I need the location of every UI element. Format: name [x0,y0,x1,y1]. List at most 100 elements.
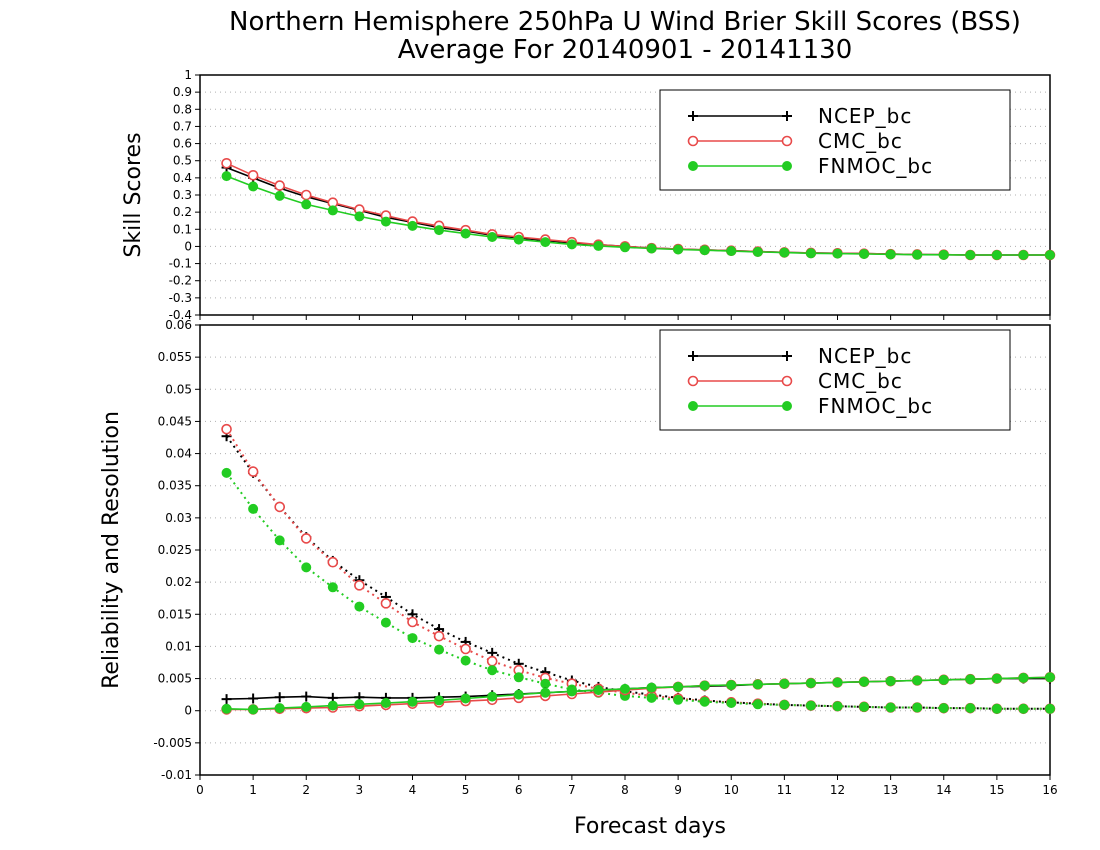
data-point [620,242,630,253]
x-tick-label: 11 [777,783,792,797]
legend-marker-end [781,135,793,147]
data-point [726,680,737,690]
data-point [593,240,604,251]
data-point [274,535,285,546]
legend-marker-end [782,351,792,361]
data-point [885,676,896,687]
y-tick-label: 0.04 [165,447,192,461]
data-point [487,665,498,676]
y-tick-label: 0.9 [173,85,192,99]
legend-entry: FNMOC_bc [688,394,933,418]
y-tick-label: -0.01 [161,768,192,782]
y-tick-label: 0.06 [165,318,192,332]
y-tick-label: 0.4 [173,171,192,185]
data-point [646,682,657,693]
x-tick-label: 12 [830,783,845,797]
data-point [1018,672,1029,683]
x-tick-label: 3 [356,783,364,797]
series-FNMOC_bc-resolution [221,672,1055,715]
data-point [380,698,391,708]
x-tick-label: 4 [409,783,417,797]
x-tick-label: 8 [621,783,629,797]
data-point [433,630,445,642]
series-line [225,435,1050,710]
data-point [327,556,339,568]
data-point [274,692,285,703]
data-point [726,698,737,708]
y-tick-label: 0.03 [165,511,192,525]
data-point [646,692,657,703]
y-tick-label: 0.8 [173,102,192,116]
data-point [327,205,338,216]
data-point [673,681,684,692]
data-point [726,246,737,257]
data-point [248,704,259,715]
data-point [274,180,285,191]
data-point [407,696,418,707]
data-point [1018,250,1029,260]
data-point [938,674,949,685]
y-axis-label: Reliability and Resolution [99,411,124,689]
plot-frame [199,324,1051,776]
x-tick-label: 13 [883,783,898,797]
data-point [434,644,445,655]
legend-label: NCEP_bc [818,344,912,368]
y-tick-label: 0.025 [158,543,192,557]
data-point [434,695,445,706]
legend-marker-start [688,351,698,361]
data-point [1018,703,1029,714]
series-FNMOC_bc [221,171,1055,260]
data-point [566,239,577,250]
x-tick-label: 15 [989,783,1004,797]
data-point [832,701,843,712]
legend-entry: FNMOC_bc [688,154,933,178]
legend-entry: NCEP_bc [688,104,911,128]
y-tick-label: 0 [184,704,192,718]
legend-label: FNMOC_bc [818,394,933,418]
data-point [274,703,285,714]
y-tick-label: 0.3 [173,188,192,202]
legend-box [659,89,1011,191]
data-point [247,169,259,181]
x-tick-label: 7 [568,783,576,797]
data-point [779,678,790,689]
data-point [912,249,923,260]
y-tick-label: 0.6 [173,137,192,151]
y-tick-label: 0.2 [173,205,192,219]
legend-marker-end [782,161,792,171]
x-tick-label: 16 [1042,783,1057,797]
data-point [434,225,445,236]
series-CMC_bc-reliability [221,423,1056,715]
data-point [487,691,498,702]
data-point [301,701,312,712]
data-point [673,694,684,705]
data-point [221,694,232,705]
data-point [300,533,312,544]
reliability-resolution-panel: 0.060.0550.050.0450.040.0350.030.0250.02… [99,318,1058,839]
data-point [460,228,471,239]
x-tick-label: 9 [674,783,682,797]
data-point [327,700,338,711]
legend-label: FNMOC_bc [818,154,933,178]
data-point [513,234,524,245]
data-point [885,702,896,713]
y-axis-label: Skill Scores [121,132,146,257]
data-point [938,703,949,714]
series-line [225,428,1050,710]
data-point [407,220,418,231]
data-point [965,674,976,685]
data-point [566,686,577,697]
data-point [699,680,710,691]
y-tick-label: 1 [184,68,192,82]
legend-marker-start [687,135,699,147]
data-point [752,699,763,710]
legend-entry: CMC_bc [687,369,902,393]
data-point [513,689,524,700]
data-point [380,598,392,609]
data-point [327,582,338,593]
data-point [1045,703,1055,714]
data-point [407,633,418,644]
data-point [912,702,923,713]
data-point [965,703,976,714]
